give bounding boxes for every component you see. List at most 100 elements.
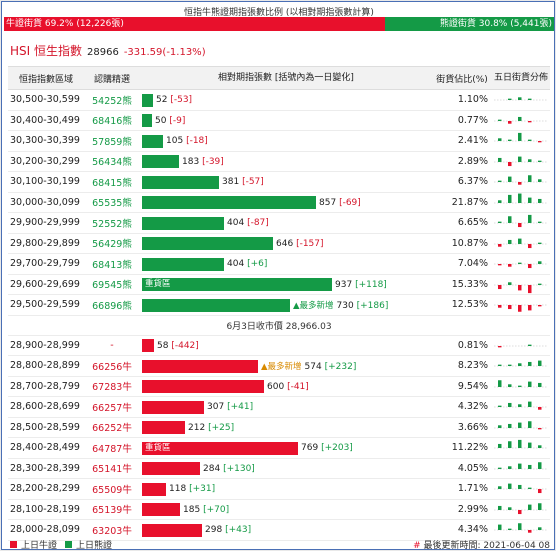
share-pct: 6.37% [457, 176, 488, 188]
sparkline-chart [494, 379, 548, 387]
sparkline-bar [498, 264, 502, 266]
sparkline-bar [508, 305, 512, 310]
bar-group: 50 [-9] [142, 114, 185, 128]
quantity-label: 307 [+41] [207, 402, 253, 412]
sparkline-bar [498, 119, 502, 121]
warrant-code-link[interactable]: 66896熊 [92, 300, 132, 312]
daily-change: [+118] [355, 279, 387, 290]
sparkline-bar [508, 364, 512, 366]
sparkline-chart [494, 401, 548, 410]
sparkline-bar [518, 156, 522, 162]
sparkline-bar [518, 404, 522, 407]
index-name[interactable]: HSI 恒生指數 [10, 44, 82, 58]
warrant-code-link[interactable]: 68415熊 [92, 177, 132, 189]
sparkline-bar [518, 284, 522, 290]
warrant-code-link[interactable]: 65509牛 [92, 484, 132, 496]
sparkline-bar [528, 361, 532, 366]
warrant-code-link[interactable]: 68413熊 [92, 259, 132, 271]
warrant-code-link[interactable]: 68416熊 [92, 116, 132, 128]
bar-group: 381 [-57] [142, 175, 264, 189]
bar-group: 185 [+70] [142, 503, 229, 517]
table-row: 30,500-30,599 54252熊 52 [-53] 1.10% [8, 90, 550, 111]
share-pct: 4.32% [457, 401, 488, 413]
warrant-code-link[interactable]: 66256牛 [92, 361, 132, 373]
sparkline-bar [528, 381, 532, 387]
sparkline-bar [528, 504, 532, 510]
warrant-code-link[interactable]: 65141牛 [92, 464, 132, 476]
five-day-sparkline [492, 152, 550, 172]
sparkline-bar [498, 364, 502, 366]
warrant-code-link[interactable]: 56434熊 [92, 157, 132, 169]
quantity-label: 600 [-41] [267, 382, 309, 392]
sparkline-bar [518, 116, 522, 121]
bear-quantity-bar [142, 175, 219, 189]
quantity-value: 118 [169, 484, 187, 494]
range-cell: 28,000-28,099 [10, 524, 80, 536]
sparkline-bar [528, 158, 532, 162]
warrant-code-link[interactable]: 56429熊 [92, 239, 132, 251]
header-bar: 相對期指張數 [括號內為一日變化] [218, 73, 354, 83]
daily-change: [-442] [171, 340, 199, 351]
quantity-value: 185 [183, 504, 201, 515]
table-row: 28,200-28,299 65509牛 118 [+31] 1.71% [8, 479, 550, 500]
warrant-code-link[interactable]: 66257牛 [92, 402, 132, 414]
sparkline-bar [538, 445, 542, 448]
sparkline-bar [528, 487, 532, 489]
range-cell: 28,100-28,199 [10, 503, 80, 515]
five-day-sparkline [492, 111, 550, 131]
quantity-value: 50 [155, 115, 167, 126]
sparkline-bar [528, 442, 532, 448]
warrant-code-link[interactable]: 65139牛 [92, 505, 132, 517]
share-pct: 2.41% [457, 135, 488, 147]
warrant-code-link[interactable]: 52552熊 [92, 218, 132, 230]
sparkline-chart [494, 214, 548, 228]
bar-cell: 50 [-9] [140, 111, 432, 131]
daily-change: [-57] [242, 177, 264, 187]
index-value: 28966 [87, 47, 119, 58]
sparkline-bar [538, 407, 542, 410]
quantity-label: 183 [-39] [182, 157, 224, 167]
sparkline-bar [498, 243, 502, 247]
hash-icon: # [413, 541, 421, 551]
sparkline-bar [508, 194, 512, 203]
range-cell: 28,300-28,399 [10, 462, 80, 474]
last-updated: # 最後更新時間: 2021-06-04 08 [413, 538, 550, 551]
warrant-code-link[interactable]: 63203牛 [92, 525, 132, 537]
sparkline-bar [538, 160, 542, 162]
sparkline-bar [498, 486, 502, 489]
bar-cell: 185 [+70] [140, 500, 432, 520]
warrant-code-link[interactable]: 69545熊 [92, 280, 132, 292]
legend-bull-swatch [10, 541, 17, 548]
bar-cell: 重貨區 937 [+118] [140, 275, 432, 295]
warrant-code-link[interactable]: 66252牛 [92, 423, 132, 435]
warrant-code-link[interactable]: 64787牛 [92, 443, 132, 455]
index-quote: HSI 恒生指數 28966 -331.59(-1.13%) [10, 42, 206, 58]
sparkline-bar [518, 484, 522, 489]
daily-change: [-53] [170, 95, 193, 105]
range-cell: 28,500-28,599 [10, 421, 80, 433]
sparkline-bar [498, 221, 502, 223]
sparkline-bar [528, 264, 532, 269]
warrant-code-link[interactable]: 57859熊 [92, 136, 132, 148]
sparkline-bar [538, 283, 542, 285]
sparkline-bar [528, 98, 532, 100]
sparkline-bar [508, 176, 512, 182]
quantity-value: 404 [227, 259, 245, 269]
sparkline-bar [518, 238, 522, 244]
warrant-code-link[interactable]: 54252熊 [92, 95, 132, 107]
sparkline-bar [518, 363, 522, 366]
bear-quantity-bar [142, 155, 179, 168]
sparkline-chart [494, 175, 548, 185]
sparkline-bar [538, 261, 542, 264]
table-row: 29,800-29,899 56429熊 646 [-157] 10.87% [8, 234, 550, 254]
bar-group: 重貨區 769 [+203] [142, 441, 353, 455]
warrant-code-link[interactable]: 67283牛 [92, 382, 132, 394]
five-day-sparkline [492, 295, 550, 315]
daily-change: [+25] [208, 422, 235, 433]
quantity-label: 212 [+25] [188, 423, 234, 433]
bar-group: 307 [+41] [142, 400, 253, 414]
quantity-value: 212 [188, 422, 206, 433]
daily-change: [+186] [356, 301, 389, 311]
warrant-code-link[interactable]: 65535熊 [92, 198, 132, 210]
bar-group: 646 [-157] [142, 237, 324, 251]
